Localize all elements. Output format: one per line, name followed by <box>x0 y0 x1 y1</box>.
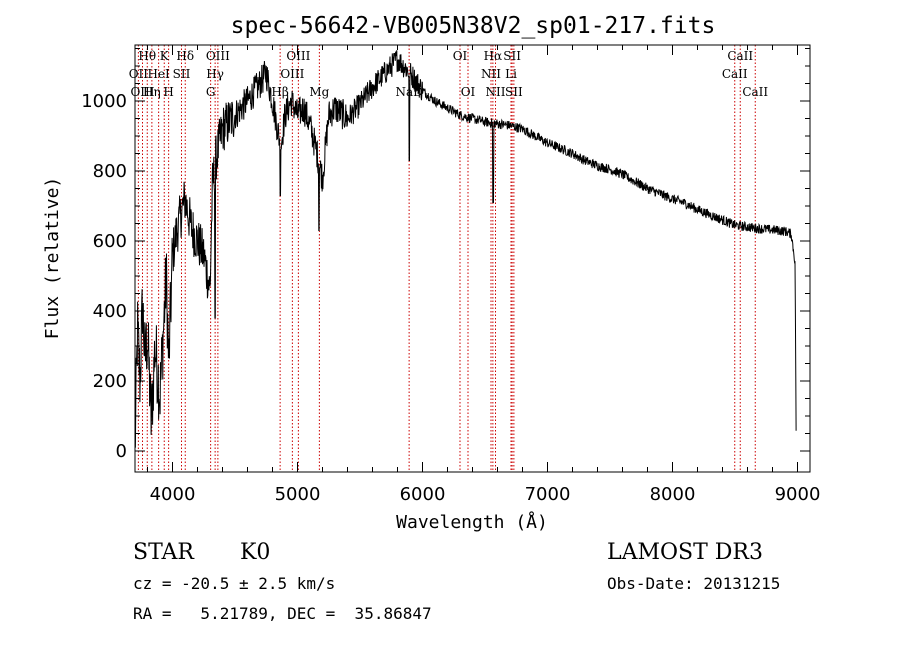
tick-labels: 4000 5000 6000 7000 8000 9000 0 200 400 600 800 100… <box>81 91 820 505</box>
line-marker-label: SII <box>173 67 191 81</box>
line-marker-label: OI <box>453 49 468 63</box>
line-marker-label: G <box>206 85 216 99</box>
y-tick-label: 400 <box>93 301 127 322</box>
line-marker-label: Hδ <box>176 49 194 63</box>
line-marker-label: H <box>163 85 173 99</box>
line-marker-label: Hγ <box>206 67 224 81</box>
line-marker-label: Mg <box>309 85 329 99</box>
y-tick-label: 200 <box>93 371 127 392</box>
line-marker-label: NII <box>481 67 501 81</box>
x-tick-label: 4000 <box>150 484 196 505</box>
axis-ticks <box>135 45 810 472</box>
line-marker-label: Hβ <box>271 85 288 99</box>
line-marker-label: CaII <box>742 85 768 99</box>
line-marker-label: OIII <box>130 85 154 99</box>
x-tick-label: 6000 <box>400 484 446 505</box>
survey-name: LAMOST DR3 <box>607 540 763 565</box>
line-markers <box>137 45 756 472</box>
line-marker-label: HeI <box>147 67 170 81</box>
line-marker-label: NII <box>486 85 506 99</box>
x-axis-label: Wavelength (Å) <box>396 511 548 533</box>
line-marker-label: OIII <box>286 49 310 63</box>
line-marker-label: SII <box>505 85 523 99</box>
line-marker-label: SII <box>503 49 521 63</box>
object-class: STAR <box>133 540 194 565</box>
y-tick-label: 600 <box>93 231 127 252</box>
line-marker-label: K <box>160 49 170 63</box>
redshift-readout: cz = -20.5 ± 2.5 km/s <box>133 574 336 593</box>
line-marker-label: OIII <box>206 49 230 63</box>
line-marker-label: Hη <box>143 85 161 99</box>
x-tick-label: 8000 <box>650 484 696 505</box>
y-tick-label: 0 <box>116 441 127 462</box>
y-tick-label: 1000 <box>81 91 127 112</box>
line-marker-label: OI <box>461 85 476 99</box>
y-axis-label: Flux (relative) <box>42 177 63 340</box>
chart-title: spec-56642-VB005N38V2_sp01-217.fits <box>231 13 716 39</box>
line-marker-label: Li <box>505 67 517 81</box>
obs-date-readout: Obs-Date: 20131215 <box>607 574 781 593</box>
line-marker-label: CaII <box>722 67 748 81</box>
spectral-subclass: K0 <box>240 540 271 565</box>
line-marker-label: Hθ <box>138 49 156 63</box>
x-tick-label: 9000 <box>775 484 821 505</box>
x-tick-label: 7000 <box>525 484 571 505</box>
coordinates-readout: RA = 5.21789, DEC = 35.86847 <box>133 604 432 623</box>
line-marker-label: OII <box>129 67 149 81</box>
line-marker-label: Hα <box>484 49 503 63</box>
spectrum-plot: spec-56642-VB005N38V2_sp01-217.fits Hθ OI… <box>42 13 820 533</box>
x-tick-label: 5000 <box>275 484 321 505</box>
spectrum-line <box>134 50 797 448</box>
line-marker-label: OIII <box>280 67 304 81</box>
line-marker-label: CaII <box>727 49 753 63</box>
y-tick-label: 800 <box>93 161 127 182</box>
